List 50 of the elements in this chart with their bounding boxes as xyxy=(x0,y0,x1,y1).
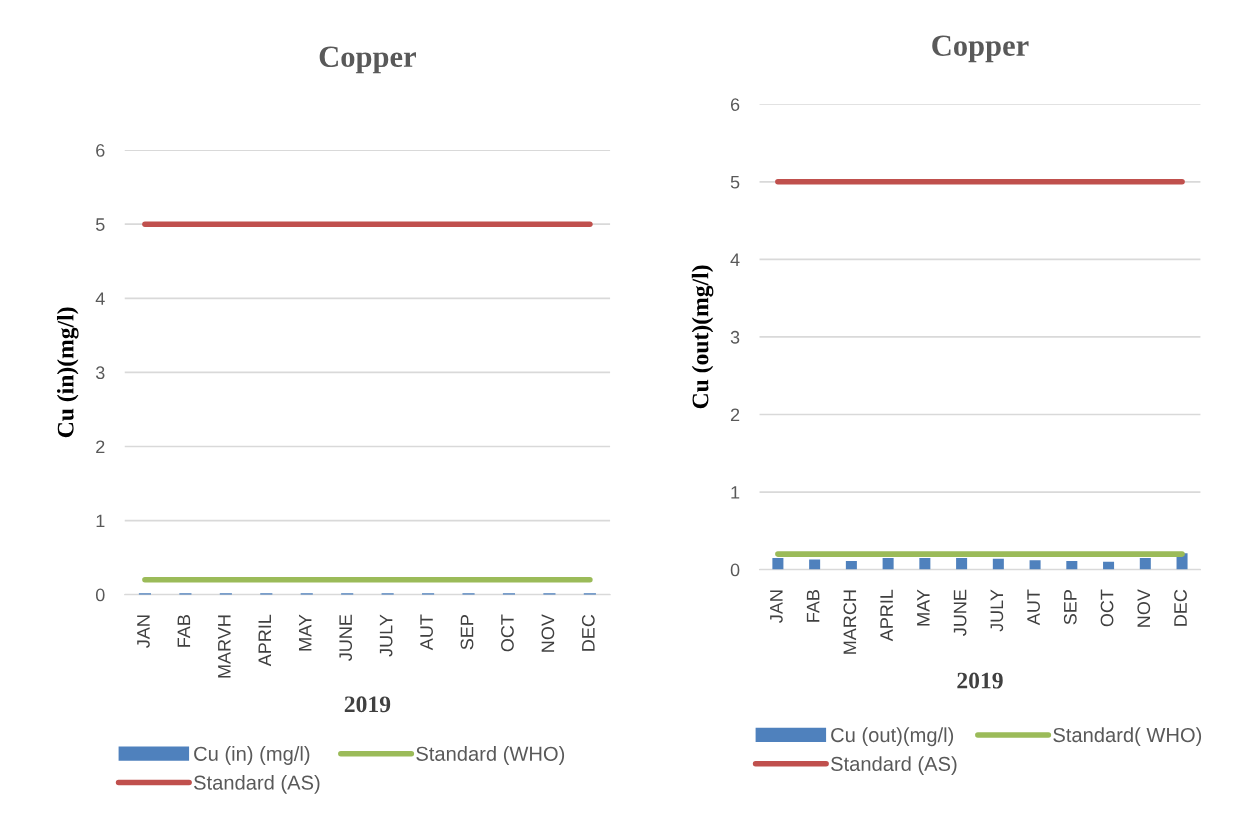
y-tick-label: 6 xyxy=(730,98,740,111)
y-tick-label: 3 xyxy=(95,366,105,380)
x-tick-label: MARCH xyxy=(843,590,857,654)
y-axis-title: Cu (in)(mg/l) xyxy=(56,307,79,438)
y-tick-label: 6 xyxy=(96,144,105,157)
x-tick-label: DEC xyxy=(1174,589,1187,626)
x-tick-label: AUT xyxy=(420,614,433,651)
x-tick-label: AUT xyxy=(1027,589,1040,626)
x-tick-label: JAN xyxy=(770,590,783,623)
y-tick-label: 0 xyxy=(730,563,740,577)
y-tick-label: 5 xyxy=(95,218,105,231)
x-tick-label: NOV xyxy=(1137,589,1151,627)
x-tick-label: JULY xyxy=(379,614,393,657)
y-tick-label: 1 xyxy=(96,514,105,528)
x-tick-label: MAY xyxy=(298,614,312,651)
x-tick-label: JUNE xyxy=(339,614,353,661)
x-tick-label: APRIL xyxy=(880,589,893,642)
legend-label: Cu (out)(mg/l) xyxy=(831,727,954,747)
x-tick-label: SEP xyxy=(1063,590,1077,625)
x-tick-label: DEC xyxy=(581,614,595,651)
x-tick-label: OCT xyxy=(501,614,514,652)
x-axis-title: 2019 xyxy=(344,696,391,713)
x-tick-label: JUNE xyxy=(953,589,967,636)
x-tick-label: JAN xyxy=(137,615,150,648)
y-axis-title: Cu (out)(mg/l) xyxy=(691,265,714,409)
x-tick-label: JULY xyxy=(990,589,1004,632)
legend-label: Standard( WHO) xyxy=(1053,727,1202,747)
legend-label: Standard (AS) xyxy=(831,756,957,775)
y-tick-label: 2 xyxy=(96,440,105,454)
x-tick-label: OCT xyxy=(1100,589,1114,627)
x-tick-label: SEP xyxy=(460,615,474,650)
y-tick-label: 3 xyxy=(730,330,740,344)
y-tick-label: 2 xyxy=(730,408,740,422)
x-tick-label: MAY xyxy=(917,589,930,626)
x-tick-label: FAB xyxy=(806,590,820,622)
y-tick-label: 1 xyxy=(731,486,740,499)
y-tick-label: 0 xyxy=(95,588,105,602)
x-tick-label: FAB xyxy=(177,615,191,647)
y-tick-label: 5 xyxy=(730,175,740,189)
x-tick-label: MARVH xyxy=(218,615,231,678)
chart-title: Copper xyxy=(932,35,1029,63)
x-axis-title: 2019 xyxy=(957,672,1003,689)
x-tick-label: APRIL xyxy=(258,614,271,667)
x-tick-label: NOV xyxy=(541,614,555,652)
legend-label: Standard (AS) xyxy=(194,774,320,794)
y-tick-label: 4 xyxy=(95,292,105,305)
legend-label: Cu (in) (mg/l) xyxy=(194,746,310,765)
y-tick-label: 4 xyxy=(730,253,740,266)
chart-title: Copper xyxy=(319,46,416,74)
legend-label: Standard (WHO) xyxy=(416,746,565,765)
